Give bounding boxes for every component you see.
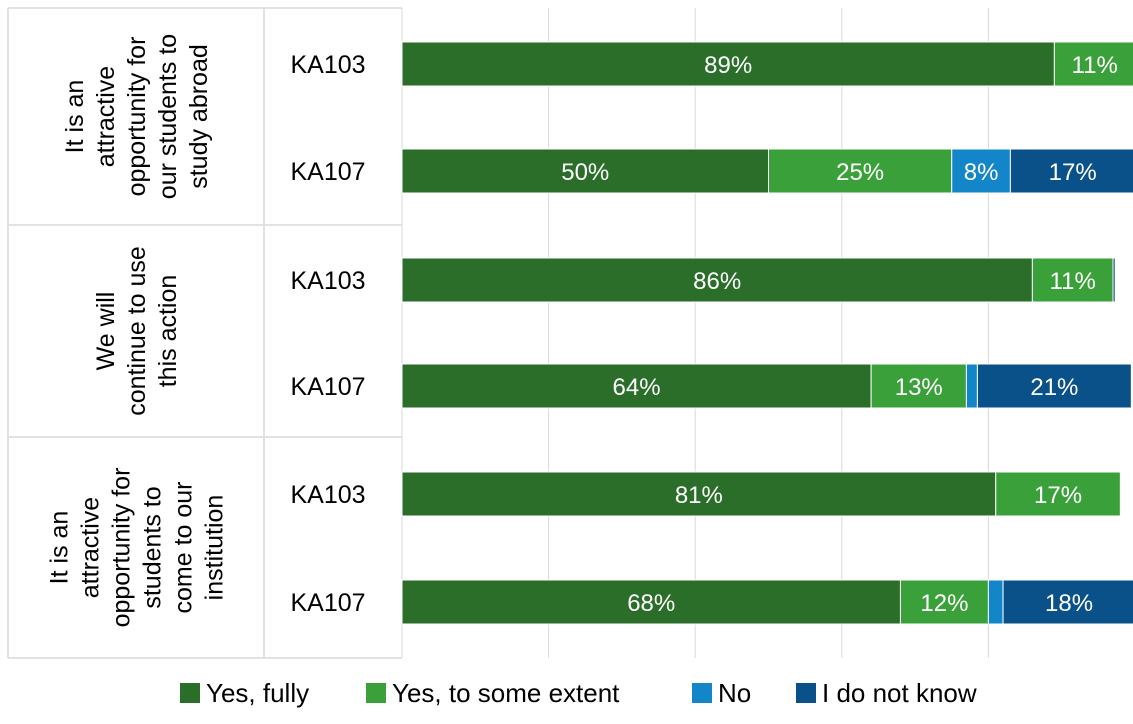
bar-1-1-yes-to-some-extent [870,363,967,409]
legend-swatch-yes-to-some-extent [366,683,386,703]
bar-2-0-yes-to-some-extent [995,471,1121,517]
gridlines [401,8,989,658]
data-label: 17% [1034,482,1082,509]
bar-2-1-i-do-not-know [1002,579,1133,625]
bar-0-0-yes-to-some-extent [1053,41,1133,87]
legend: Yes, fully Yes, to some extent No I do not … [180,678,977,708]
group-label-line: We will [92,292,120,371]
legend-label: I do not know [822,678,977,708]
group-label-line: continue to use [123,246,151,416]
group-label-line: our students to [154,34,182,199]
row-label: KA103 [290,481,365,509]
bars: 89% 11% 50% 25% 8% 17% 86% 11% 64% 13% 21% 81% 17% 68… [401,41,1133,625]
bar-0-1-i-do-not-know [1009,148,1133,194]
group-label-line: opportunity for [123,37,151,197]
data-label: 25% [836,159,884,186]
data-label: 64% [613,374,661,401]
data-label: 89% [704,52,752,79]
bar-1-0-yes-fully [401,257,1033,303]
legend-swatch-i-do-not-know [796,683,816,703]
row-label: KA103 [290,51,365,79]
bar-2-1-no [987,579,1004,625]
row-label: KA103 [290,267,365,295]
bar-1-0-i-do-not-know [1112,257,1116,303]
group-label-line: It is an [46,511,74,585]
group-label-line: attractive [92,66,120,167]
bar-2-0-yes-fully [401,471,997,517]
legend-label: Yes, to some extent [392,678,620,708]
legend-swatch-yes-fully [180,683,200,703]
data-label: 81% [675,482,723,509]
data-label: 12% [920,590,968,617]
data-label: 11% [1050,268,1096,295]
group-label-line: come to our [170,481,198,613]
group-label-line: this action [154,275,182,388]
data-label: 21% [1030,374,1078,401]
data-label: 18% [1045,590,1093,617]
row-label: KA107 [290,373,365,401]
bar-0-1-no [951,148,1011,194]
data-label: 11% [1072,52,1118,79]
row-label: KA107 [290,158,365,186]
group-label-line: institution [201,495,229,601]
bar-1-0-yes-to-some-extent [1031,257,1114,303]
group-label-line: study abroad [185,44,213,189]
legend-label: No [718,678,751,708]
data-label: 50% [561,159,609,186]
bar-1-1-no [965,363,978,409]
data-label: 8% [964,159,999,186]
group-dividers [7,7,402,659]
data-label: 86% [693,268,741,295]
bar-1-1-i-do-not-know [976,363,1132,409]
bar-0-0-yes-fully [401,41,1055,87]
group-label-line: attractive [77,497,105,598]
data-label: 17% [1049,159,1097,186]
group-label-line: opportunity for [108,468,136,628]
data-label: 68% [627,590,675,617]
bar-1-1-yes-fully [401,363,872,409]
group-label-line: students to [139,486,167,608]
group-label-line: It is an [61,80,89,154]
row-label: KA107 [290,589,365,617]
legend-label: Yes, fully [206,678,309,708]
bar-0-1-yes-to-some-extent [768,148,953,194]
data-label: 13% [895,374,943,401]
legend-swatch-no [692,683,712,703]
